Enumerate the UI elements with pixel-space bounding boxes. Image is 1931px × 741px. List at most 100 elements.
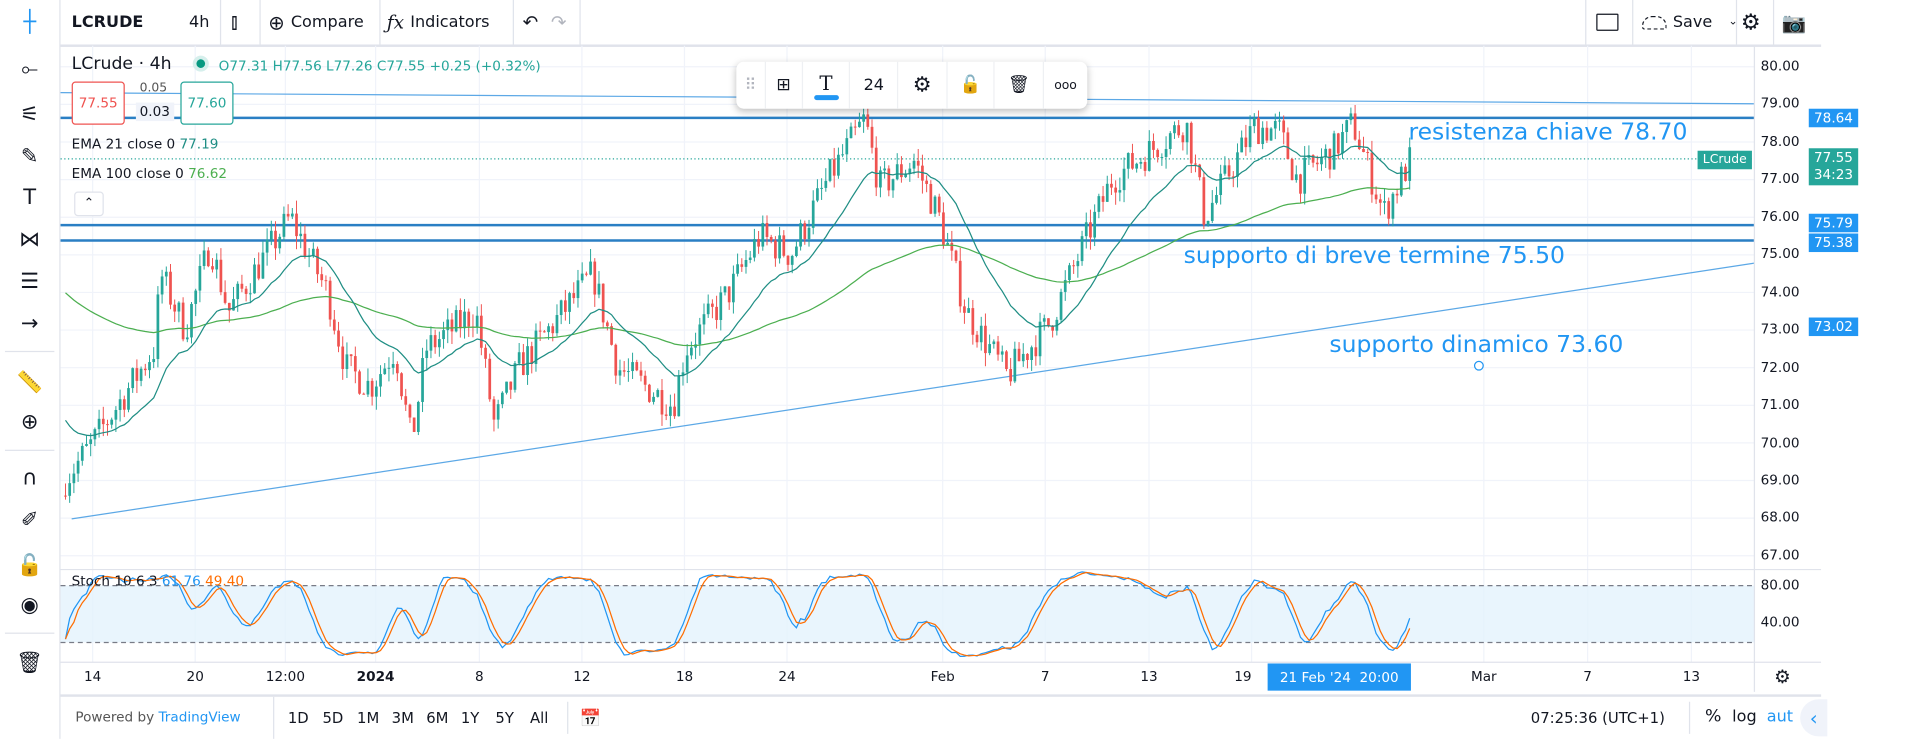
price-chart[interactable] xyxy=(0,0,1822,694)
lock-icon[interactable]: 🔓 xyxy=(16,553,43,579)
fib-tool-icon[interactable]: ⚟ xyxy=(20,102,40,128)
collapse-panel-icon[interactable]: ‹ xyxy=(1800,699,1828,737)
trend-line-icon[interactable]: ⟜ xyxy=(21,56,39,82)
stoch-legend[interactable]: Stoch 10 6 3 61.76 49.40 xyxy=(72,573,244,589)
drag-handle-icon[interactable]: ⠿ xyxy=(736,61,766,109)
arrow-icon[interactable]: → xyxy=(20,311,39,337)
candle xyxy=(824,180,828,188)
grid xyxy=(60,45,1755,663)
range-button-6m[interactable]: 6M xyxy=(426,709,449,727)
candles-style-icon[interactable]: ⫾ xyxy=(231,9,238,35)
annotation-dynamic-support[interactable]: supporto dinamico 73.60 xyxy=(1329,331,1624,359)
magnet-icon[interactable]: ∩ xyxy=(21,465,38,491)
candle xyxy=(984,325,987,354)
anchor-handle[interactable] xyxy=(1473,360,1484,371)
symbol-search-button[interactable]: LCRUDE xyxy=(72,0,144,44)
range-button-1y[interactable]: 1Y xyxy=(460,709,480,727)
candle xyxy=(761,222,765,247)
log-toggle[interactable]: log xyxy=(1732,707,1757,727)
candle xyxy=(1042,318,1046,322)
ruler-icon[interactable]: 📏 xyxy=(16,370,43,396)
lock-drawing-icon[interactable]: ✐ xyxy=(20,507,39,533)
range-button-1d[interactable]: 1D xyxy=(287,709,309,727)
range-button-3m[interactable]: 3M xyxy=(391,709,414,727)
redo-icon[interactable]: ↷ xyxy=(551,11,567,34)
collapse-legend-button[interactable]: ⌃ xyxy=(74,191,104,217)
candle xyxy=(1198,164,1202,178)
sell-button[interactable]: 77.55 xyxy=(71,81,125,125)
pattern-icon[interactable]: ⋈ xyxy=(19,227,41,253)
candle xyxy=(421,358,424,402)
candle xyxy=(500,392,504,405)
candle xyxy=(181,302,185,340)
range-button-1m[interactable]: 1M xyxy=(357,709,380,727)
go-to-date-icon[interactable]: 📅 xyxy=(579,709,601,729)
undo-icon[interactable]: ↶ xyxy=(522,11,539,34)
candle xyxy=(509,381,513,390)
drawings[interactable] xyxy=(60,92,1755,520)
interval-button[interactable]: 4h xyxy=(189,0,209,44)
stoch-band xyxy=(60,585,1755,644)
symbol-legend[interactable]: LCrude · 4h xyxy=(72,54,172,74)
range-button-5y[interactable]: 5Y xyxy=(495,709,514,727)
clock[interactable]: 07:25:36 (UTC+1) xyxy=(1530,709,1665,727)
time-axis-label: 18 xyxy=(675,668,694,685)
candle xyxy=(866,114,870,127)
candle xyxy=(366,380,370,395)
text-color-button[interactable]: T xyxy=(803,61,851,109)
ema100-value: 76.62 xyxy=(188,165,228,182)
ema100-legend[interactable]: EMA 100 close 0 76.62 xyxy=(72,166,227,182)
fullscreen-icon[interactable] xyxy=(1596,0,1619,44)
buy-button[interactable]: 77.60 xyxy=(180,81,234,125)
camera-icon[interactable]: 📷 xyxy=(1781,10,1807,34)
candle xyxy=(715,306,718,320)
trash-icon[interactable]: 🗑 xyxy=(16,651,43,676)
powered-by[interactable]: Powered by TradingView xyxy=(75,709,240,725)
candle xyxy=(244,288,248,294)
candle xyxy=(164,271,168,277)
prediction-icon[interactable]: ☰ xyxy=(20,269,40,295)
compare-button[interactable]: ⊕ Compare xyxy=(268,0,364,44)
crosshair-icon[interactable]: ┼ xyxy=(23,9,36,35)
candle xyxy=(967,308,970,313)
candle xyxy=(513,363,517,390)
candle xyxy=(1017,348,1021,362)
auto-toggle[interactable]: aut xyxy=(1766,707,1794,727)
last-price-symbol: LCrude xyxy=(1697,150,1752,170)
candle xyxy=(1026,353,1029,360)
compare-label: Compare xyxy=(290,12,364,32)
candle xyxy=(496,404,500,420)
candle xyxy=(131,368,135,389)
price-axis-label: 80.00 xyxy=(1760,58,1800,75)
template-icon[interactable]: ⊞ xyxy=(766,61,803,109)
unlock-icon[interactable]: 🔓 xyxy=(947,61,996,109)
candle xyxy=(337,330,340,347)
settings-gear-icon[interactable]: ⚙ xyxy=(1740,9,1761,36)
candle xyxy=(1126,153,1130,169)
axis-settings-icon[interactable]: ⚙ xyxy=(1774,665,1791,689)
indicators-button[interactable]: ƒx Indicators xyxy=(387,0,490,44)
candle xyxy=(1139,161,1143,164)
range-button-all[interactable]: All xyxy=(530,709,549,727)
candle xyxy=(1156,149,1160,158)
tradingview-link[interactable]: TradingView xyxy=(158,709,241,726)
range-button-5d[interactable]: 5D xyxy=(322,709,344,727)
candle xyxy=(1013,348,1017,382)
font-size-button[interactable]: 24 xyxy=(851,61,899,109)
more-icon[interactable]: ooo xyxy=(1054,78,1077,93)
price-axis-label: 67.00 xyxy=(1760,547,1800,564)
annotation-resistance[interactable]: resistenza chiave 78.70 xyxy=(1408,118,1688,146)
delete-icon[interactable]: 🗑 xyxy=(995,61,1044,109)
brush-icon[interactable]: ✎ xyxy=(20,144,39,170)
percent-toggle[interactable]: % xyxy=(1704,706,1722,727)
text-tool-icon[interactable]: T xyxy=(23,185,37,211)
save-button[interactable]: Save ⌄ xyxy=(1641,0,1738,44)
settings-icon[interactable]: ⚙ xyxy=(898,61,948,109)
annotation-short-support[interactable]: supporto di breve termine 75.50 xyxy=(1183,242,1565,270)
ema21-legend[interactable]: EMA 21 close 0 77.19 xyxy=(72,136,219,152)
zoom-in-icon[interactable]: ⊕ xyxy=(20,410,39,435)
candle xyxy=(837,154,840,176)
candle xyxy=(564,300,567,312)
eye-icon[interactable]: ◉ xyxy=(20,593,39,618)
candle xyxy=(206,250,210,267)
